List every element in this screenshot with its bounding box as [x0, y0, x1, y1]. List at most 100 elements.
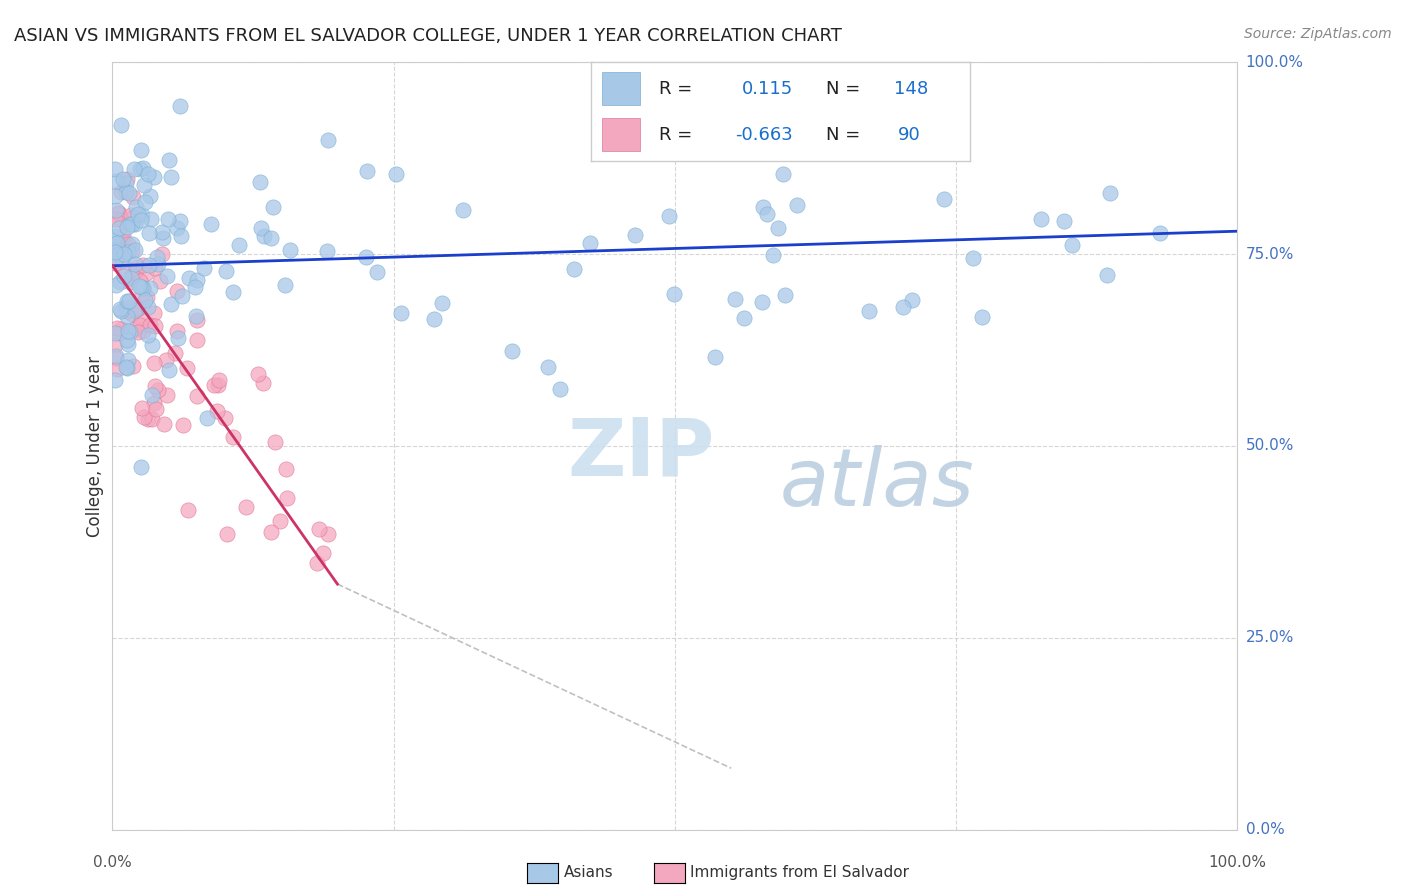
Point [118, 325, 141, 339]
Point [118, 217, 141, 231]
Point [115, 304, 138, 318]
Point [305, 556, 328, 570]
Point [131, 281, 153, 295]
Point [215, 526, 238, 541]
Point [214, 411, 236, 425]
Point [451, 202, 474, 217]
Point [115, 293, 138, 308]
Point [751, 294, 773, 309]
Text: -0.663: -0.663 [735, 126, 793, 144]
Text: 25.0%: 25.0% [1246, 631, 1294, 645]
Point [222, 285, 245, 299]
Point [121, 359, 143, 374]
Point [1098, 186, 1121, 201]
Point [274, 278, 297, 293]
Text: 75.0%: 75.0% [1246, 247, 1294, 261]
Point [125, 302, 148, 317]
Point [125, 200, 148, 214]
Point [120, 208, 142, 222]
Point [176, 360, 198, 375]
Point [141, 412, 163, 426]
Point [135, 266, 157, 280]
Point [142, 169, 165, 184]
Point [222, 430, 245, 444]
Point [252, 376, 274, 390]
Point [146, 257, 169, 271]
Point [316, 527, 339, 541]
Point [148, 383, 170, 397]
Point [120, 270, 142, 285]
Point [184, 280, 207, 294]
Point [143, 318, 166, 333]
Point [623, 227, 645, 242]
Point [249, 175, 271, 189]
Point [131, 324, 153, 338]
Point [104, 373, 127, 387]
Point [127, 207, 149, 221]
Point [143, 356, 166, 370]
Point [145, 402, 167, 417]
Point [104, 189, 127, 203]
Point [316, 133, 339, 147]
Point [112, 172, 135, 186]
Point [118, 275, 141, 289]
Point [104, 338, 127, 352]
Point [169, 214, 191, 228]
Point [356, 164, 378, 178]
Point [121, 307, 143, 321]
Point [110, 304, 132, 318]
Point [138, 301, 160, 315]
Point [117, 245, 139, 260]
Point [129, 459, 152, 474]
Point [108, 326, 131, 341]
Point [141, 388, 163, 402]
Point [269, 515, 291, 529]
Point [260, 231, 283, 245]
Point [891, 301, 914, 315]
Point [169, 99, 191, 113]
Point [423, 312, 446, 326]
Point [934, 192, 956, 206]
Point [177, 270, 200, 285]
Text: Immigrants from El Salvador: Immigrants from El Salvador [690, 865, 910, 880]
Text: 90: 90 [898, 126, 921, 144]
Point [117, 236, 139, 251]
Point [276, 491, 298, 505]
Text: ASIAN VS IMMIGRANTS FROM EL SALVADOR COLLEGE, UNDER 1 YEAR CORRELATION CHART: ASIAN VS IMMIGRANTS FROM EL SALVADOR COL… [14, 27, 842, 45]
Point [104, 254, 127, 268]
Point [128, 161, 150, 176]
Point [115, 309, 138, 323]
Point [308, 522, 330, 536]
Point [145, 250, 167, 264]
Point [167, 331, 190, 345]
Text: 50.0%: 50.0% [1246, 439, 1294, 453]
Point [121, 190, 143, 204]
Point [163, 346, 186, 360]
Point [131, 213, 153, 227]
Point [901, 293, 924, 307]
Point [970, 310, 993, 325]
Point [235, 500, 257, 514]
Point [114, 247, 136, 261]
Point [132, 161, 155, 176]
Point [132, 178, 155, 192]
Point [703, 350, 725, 364]
Point [129, 318, 152, 332]
Point [124, 320, 146, 334]
Point [117, 324, 139, 338]
Point [193, 260, 215, 275]
Point [129, 311, 152, 326]
Text: atlas: atlas [780, 445, 974, 524]
Point [104, 211, 127, 226]
Point [112, 259, 135, 273]
Text: 100.0%: 100.0% [1208, 855, 1267, 870]
Point [184, 310, 207, 324]
FancyBboxPatch shape [602, 119, 640, 151]
Point [104, 252, 127, 267]
Point [658, 209, 681, 223]
Point [105, 203, 128, 218]
Point [145, 261, 167, 276]
Point [107, 206, 129, 220]
Point [115, 360, 138, 375]
Point [260, 524, 283, 539]
